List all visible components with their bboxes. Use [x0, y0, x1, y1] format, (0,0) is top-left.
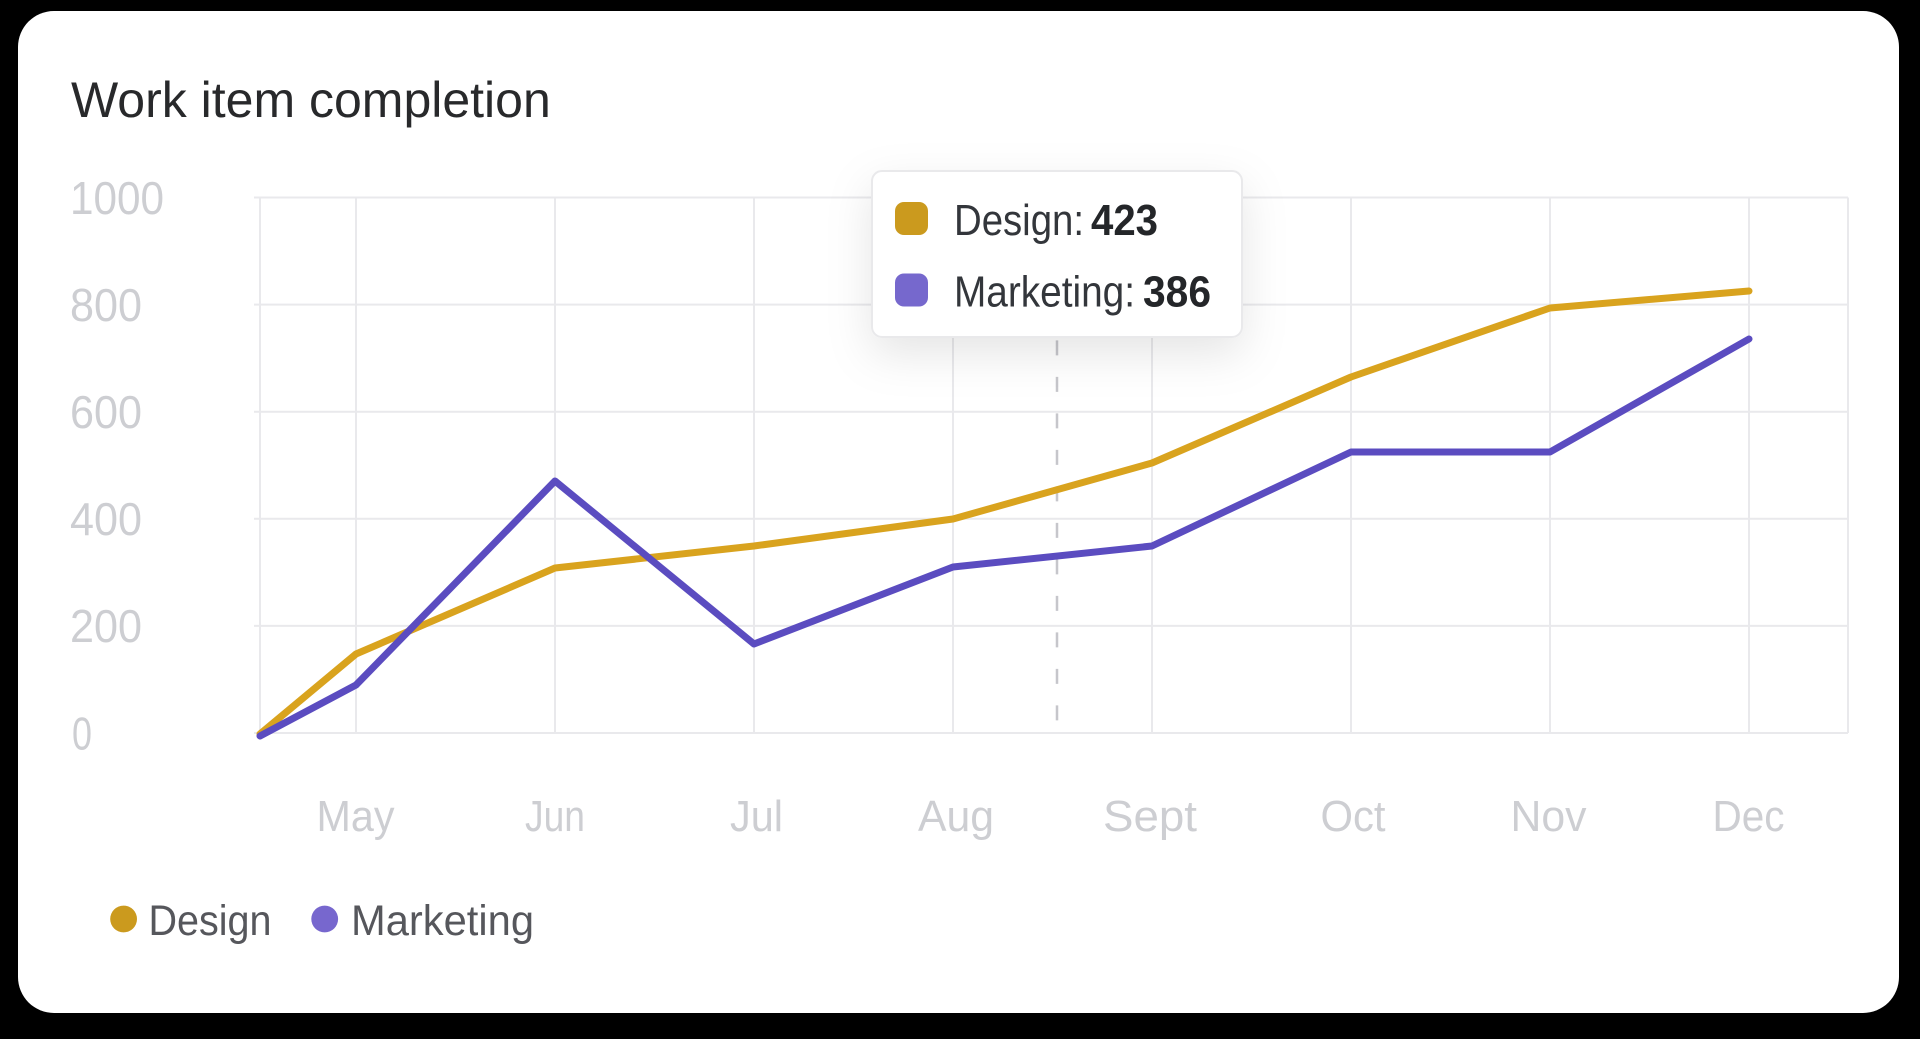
svg-text:Sept: Sept — [1103, 792, 1197, 841]
svg-text:400: 400 — [70, 493, 142, 545]
svg-text:Marketing: Marketing — [351, 897, 534, 945]
svg-text:Jun: Jun — [525, 792, 585, 841]
svg-text:Aug: Aug — [918, 792, 994, 841]
svg-text:Work item completion: Work item completion — [71, 72, 551, 128]
svg-text:200: 200 — [70, 600, 142, 652]
svg-text:Oct: Oct — [1321, 792, 1386, 841]
svg-text:Dec: Dec — [1713, 792, 1785, 841]
svg-text:Nov: Nov — [1511, 792, 1587, 841]
svg-text:386: 386 — [1143, 268, 1211, 317]
svg-text:423: 423 — [1091, 196, 1158, 245]
svg-text:Jul: Jul — [730, 792, 783, 841]
svg-text:0: 0 — [72, 707, 92, 759]
svg-text:Design: Design — [149, 897, 272, 945]
svg-text:Marketing:: Marketing: — [954, 268, 1135, 317]
svg-text:1000: 1000 — [70, 172, 164, 224]
svg-text:600: 600 — [70, 386, 142, 438]
svg-text:May: May — [317, 792, 395, 841]
svg-text:Design:: Design: — [954, 196, 1084, 245]
svg-text:800: 800 — [70, 279, 142, 331]
